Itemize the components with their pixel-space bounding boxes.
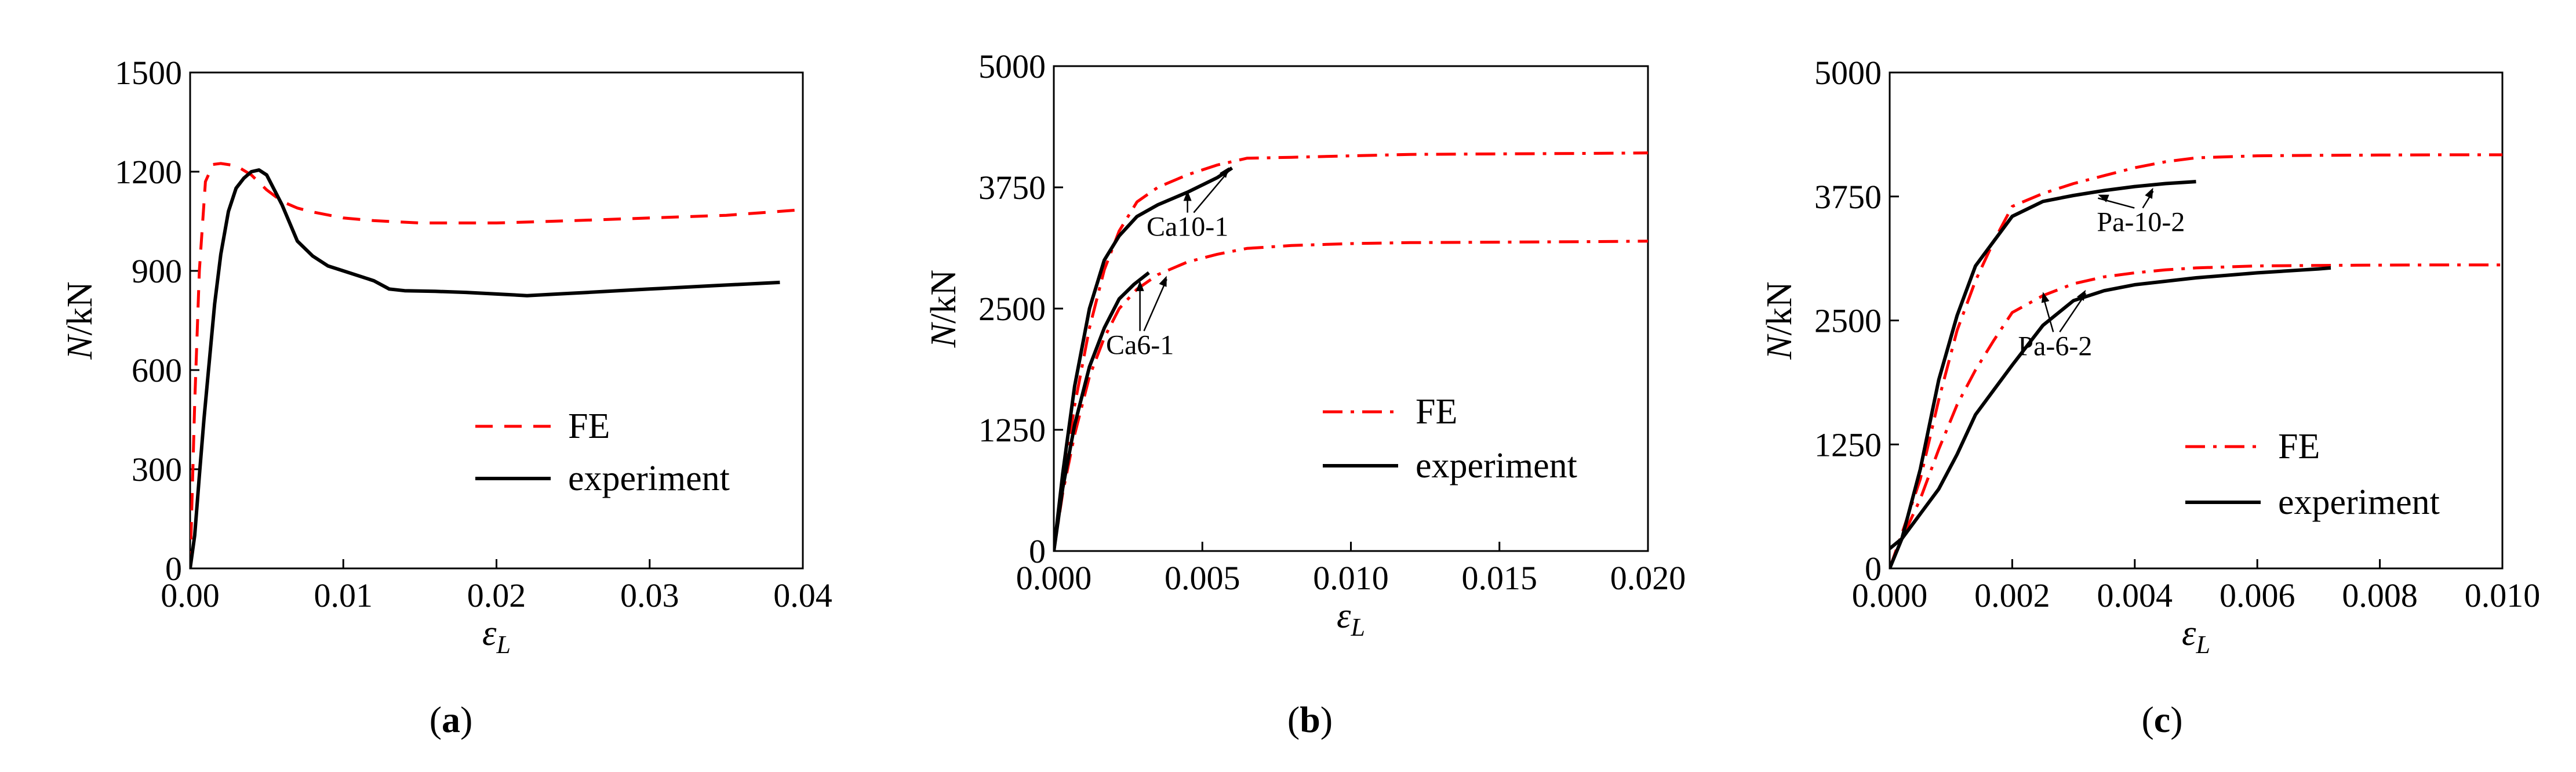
x-tick-label: 0.03 [620, 577, 679, 614]
y-tick-label: 300 [132, 451, 182, 488]
panel-a: 0.00 0.01 0.02 0.03 0.04 0 300 600 900 1200 1500 εL… [60, 54, 832, 740]
annotation-arrowhead [1219, 167, 1229, 178]
y-tick-label: 3750 [1814, 178, 1882, 216]
annotation-arrow [2059, 293, 2087, 333]
annotation-arrowhead [2098, 194, 2109, 202]
panel-b: 0.000 0.005 0.010 0.015 0.020 0 1250 2500 3750 50… [924, 48, 1686, 740]
y-tick-label: 0 [1029, 532, 1046, 570]
y-axis-label: N/kN [924, 270, 963, 348]
series-line-experiment [1890, 266, 2331, 550]
annotation-arrowhead [1183, 190, 1192, 201]
series-line-experiment [190, 168, 780, 568]
y-tick-label: 5000 [1814, 54, 1882, 92]
x-tick-label: 0.006 [2220, 577, 2295, 614]
y-tick-label: 1250 [978, 411, 1046, 449]
series-line-fe [1054, 151, 1648, 551]
annotation-arrowhead [2145, 187, 2153, 199]
series-annotation: Pa-10-2 [2097, 207, 2185, 238]
series-line-experiment [1054, 166, 1234, 551]
x-tick-label: 0.000 [1852, 577, 1928, 614]
legend: FE experiment [1323, 392, 1577, 485]
legend: FE experiment [2185, 427, 2440, 522]
x-tick-label: 0.000 [1016, 559, 1092, 597]
x-tick-label: 0.004 [2097, 577, 2173, 614]
y-tick-label: 1250 [1814, 426, 1882, 463]
series-line-experiment [1890, 180, 2196, 568]
x-tick-label: 0.02 [467, 577, 526, 614]
x-axis-label: εL [1337, 596, 1365, 641]
series-annotation: Pa-6-2 [2018, 331, 2092, 361]
x-axis-label: εL [2182, 614, 2210, 659]
y-tick-label: 5000 [978, 48, 1046, 85]
legend-label-fe: FE [1416, 392, 1457, 432]
series-line-fe [190, 162, 803, 568]
panel-caption: (a) [430, 699, 473, 740]
x-tick-label: 0.015 [1462, 559, 1538, 597]
y-axis-label: N/kN [60, 281, 100, 360]
y-tick-label: 900 [132, 252, 182, 290]
series-line-fe [1054, 240, 1648, 551]
x-axis-label: εL [482, 614, 511, 659]
y-tick-label: 3750 [978, 169, 1046, 206]
x-tick-label: 0.00 [161, 577, 220, 614]
x-tick-label: 0.04 [773, 577, 832, 614]
annotation-arrowhead [2076, 289, 2086, 301]
x-tick-label: 0.01 [314, 577, 373, 614]
series-annotation: Ca6-1 [1106, 330, 1174, 361]
legend: FE experiment [475, 407, 730, 498]
y-tick-label: 0 [1865, 550, 1882, 588]
legend-label-fe: FE [568, 407, 610, 446]
x-tick-label: 0.008 [2342, 577, 2418, 614]
annotation-arrowhead [1159, 276, 1167, 287]
legend-label-fe: FE [2278, 427, 2320, 466]
legend-label-experiment: experiment [568, 459, 730, 498]
legend-label-experiment: experiment [2278, 483, 2440, 522]
y-axis-label: N/kN [1760, 281, 1799, 360]
legend-label-experiment: experiment [1416, 446, 1577, 485]
panel-c: 0.000 0.002 0.004 0.006 0.008 0.010 0 1250 2500 3… [1760, 54, 2540, 740]
series-annotation: Ca10-1 [1147, 212, 1228, 242]
y-tick-label: 600 [132, 351, 182, 389]
x-tick-label: 0.010 [1313, 559, 1389, 597]
annotation-arrowhead [2041, 292, 2050, 303]
panel-caption: (b) [1287, 699, 1333, 740]
y-tick-label: 2500 [978, 290, 1046, 328]
y-tick-label: 1500 [115, 54, 182, 92]
x-tick-label: 0.002 [1974, 577, 2050, 614]
x-tick-label: 0.010 [2465, 577, 2541, 614]
y-tick-label: 2500 [1814, 302, 1882, 340]
panel-caption: (c) [2141, 699, 2182, 740]
series-line-fe [1890, 153, 2502, 568]
y-tick-label: 1200 [115, 153, 182, 191]
x-tick-label: 0.020 [1610, 559, 1686, 597]
annotation-arrow [1143, 278, 1167, 332]
x-tick-label: 0.005 [1165, 559, 1240, 597]
series-line-experiment [1054, 271, 1150, 551]
y-tick-label: 0 [165, 550, 182, 588]
series-line-fe [1890, 263, 2502, 568]
annotation-arrowhead [1136, 280, 1144, 291]
annotation-arrow [1193, 170, 1230, 213]
